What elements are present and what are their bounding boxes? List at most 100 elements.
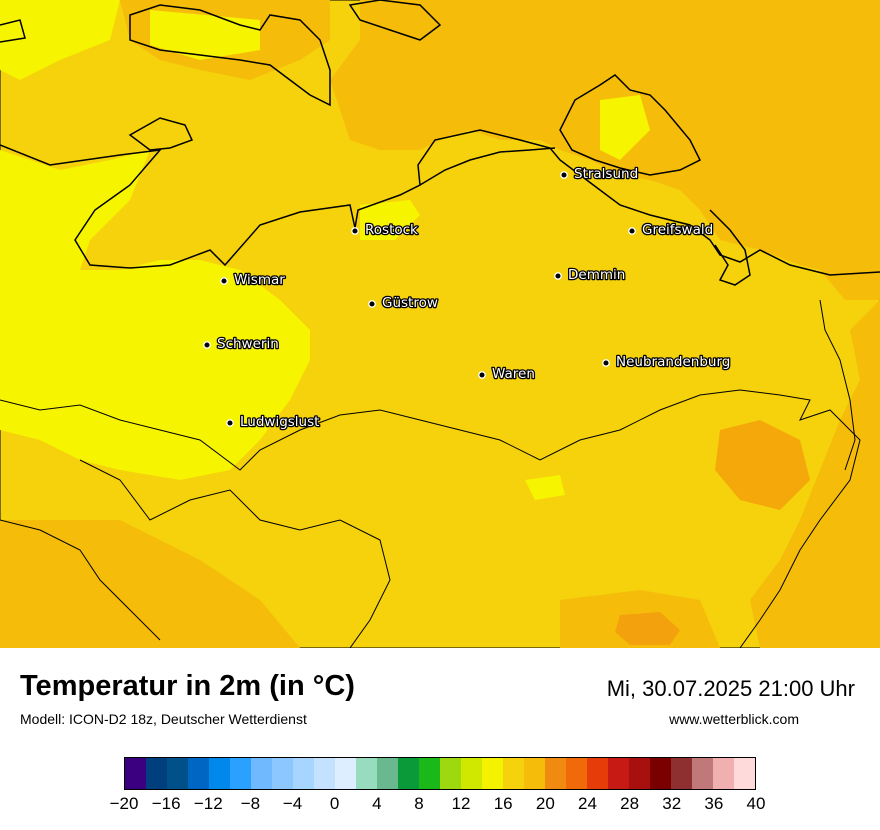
- coastline-rugen: [559, 74, 702, 176]
- colorbar-segment: [608, 758, 629, 789]
- colorbar-segment: [167, 758, 188, 789]
- colorbar-tick-label: 32: [662, 794, 682, 813]
- colorbar-tick-label: 16: [493, 794, 513, 813]
- city-marker: [220, 277, 228, 285]
- colorbar-tick-label: 28: [620, 794, 640, 813]
- colorbar-segment: [440, 758, 461, 789]
- cool-zone-northwest: [0, 0, 120, 80]
- colorbar-segment: [503, 758, 524, 789]
- hot-zone-east: [715, 420, 810, 510]
- colorbar-segment: [419, 758, 440, 789]
- colorbar-segment: [461, 758, 482, 789]
- colorbar-segment: [272, 758, 293, 789]
- colorbar-tick-label: 24: [577, 794, 597, 813]
- colorbar-segment: [713, 758, 734, 789]
- city-ludwigslust: Ludwigslust: [226, 413, 321, 431]
- city-marker: [203, 341, 211, 349]
- colorbar-segment: [692, 758, 713, 789]
- city-marker: [628, 227, 636, 235]
- city-label: Neubrandenburg: [616, 354, 730, 370]
- model-subtitle: Modell: ICON-D2 18z, Deutscher Wetterdie…: [20, 711, 307, 727]
- colorbar-tick-label: 12: [451, 794, 471, 813]
- colorbar-segment: [650, 758, 671, 789]
- temperature-colorbar: [124, 757, 756, 790]
- city-marker: [368, 300, 376, 308]
- colorbar-segment: [524, 758, 545, 789]
- city-demmin: Demmin: [554, 266, 627, 284]
- colorbar-tick-label: −12: [193, 794, 223, 813]
- coastline-fehmarn: [128, 117, 194, 151]
- cool-zone-west: [0, 150, 310, 480]
- colorbar-tick-label: −8: [240, 794, 261, 813]
- cool-zone-rugen: [600, 95, 650, 160]
- city-wismar: Wismar: [220, 271, 287, 289]
- state-border-east: [819, 299, 856, 471]
- colorbar-tick-label: 8: [414, 794, 424, 813]
- colorbar-segment: [188, 758, 209, 789]
- temperature-map: Stralsund Rostock Greifswald Wismar Demm…: [0, 0, 880, 648]
- city-label: Rostock: [365, 222, 418, 238]
- state-border-south: [0, 389, 861, 648]
- colorbar-tick-label: 4: [372, 794, 382, 813]
- city-marker: [602, 359, 610, 367]
- city-marker: [478, 371, 486, 379]
- colorbar-segment: [356, 758, 377, 789]
- colorbar-segment: [377, 758, 398, 789]
- city-label: Stralsund: [574, 166, 638, 182]
- coastline-fischland: [419, 147, 556, 186]
- colorbar-tick-labels: −20 −16 −12 −8 −4 0 4 8 12 16 20 24 28 32 36 40: [0, 794, 880, 824]
- city-guestrow: Güstrow: [368, 294, 439, 312]
- city-label: Demmin: [568, 267, 625, 283]
- city-label: Wismar: [234, 272, 285, 288]
- city-neubrandenburg: Neubrandenburg: [602, 353, 732, 371]
- colorbar-segment: [230, 758, 251, 789]
- state-border-south-2: [0, 519, 161, 641]
- colorbar-segment: [566, 758, 587, 789]
- city-label: Waren: [492, 366, 535, 382]
- coastline-denmark: [129, 4, 331, 107]
- colorbar-segment: [314, 758, 335, 789]
- cool-zone-waren: [525, 475, 565, 500]
- city-label: Schwerin: [217, 336, 279, 352]
- colorbar-segment: [293, 758, 314, 789]
- city-rostock: Rostock: [351, 221, 419, 239]
- colorbar-segment: [545, 758, 566, 789]
- city-stralsund: Stralsund: [560, 165, 639, 183]
- hot-zone-south-east: [615, 612, 680, 645]
- city-greifswald: Greifswald: [628, 221, 715, 239]
- city-label: Greifswald: [642, 222, 713, 238]
- state-border-southwest: [79, 459, 391, 648]
- colorbar-segment: [587, 758, 608, 789]
- colorbar-segment: [398, 758, 419, 789]
- colorbar-segment: [482, 758, 503, 789]
- city-marker: [351, 227, 359, 235]
- colorbar-tick-label: 0: [329, 794, 340, 813]
- map-title: Temperatur in 2m (in °C): [20, 670, 355, 702]
- city-waren: Waren: [478, 365, 536, 383]
- warmer-zone-south: [0, 520, 300, 648]
- website-label: www.wetterblick.com: [669, 711, 799, 727]
- city-schwerin: Schwerin: [203, 335, 280, 353]
- colorbar-tick-label: 36: [704, 794, 724, 813]
- city-marker: [560, 171, 568, 179]
- coastline-nw-small: [0, 19, 26, 43]
- colorbar-segment: [146, 758, 167, 789]
- colorbar-segment: [125, 758, 146, 789]
- city-marker: [554, 272, 562, 280]
- colorbar-segment: [209, 758, 230, 789]
- city-label: Güstrow: [382, 295, 438, 311]
- coastline-usedom: [709, 209, 751, 286]
- colorbar-segment: [671, 758, 692, 789]
- colorbar-tick-label: −20: [109, 794, 139, 813]
- colorbar-segment: [251, 758, 272, 789]
- colorbar-segment: [734, 758, 755, 789]
- forecast-datetime: Mi, 30.07.2025 21:00 Uhr: [606, 676, 855, 701]
- cool-zone-rostock: [360, 200, 420, 240]
- coastline-lolland: [348, 0, 442, 41]
- city-marker: [226, 419, 234, 427]
- colorbar-tick-label: −4: [282, 794, 303, 813]
- colorbar-segment: [629, 758, 650, 789]
- colorbar-tick-label: 40: [746, 794, 766, 813]
- colorbar-segment: [335, 758, 356, 789]
- city-label: Ludwigslust: [240, 414, 319, 430]
